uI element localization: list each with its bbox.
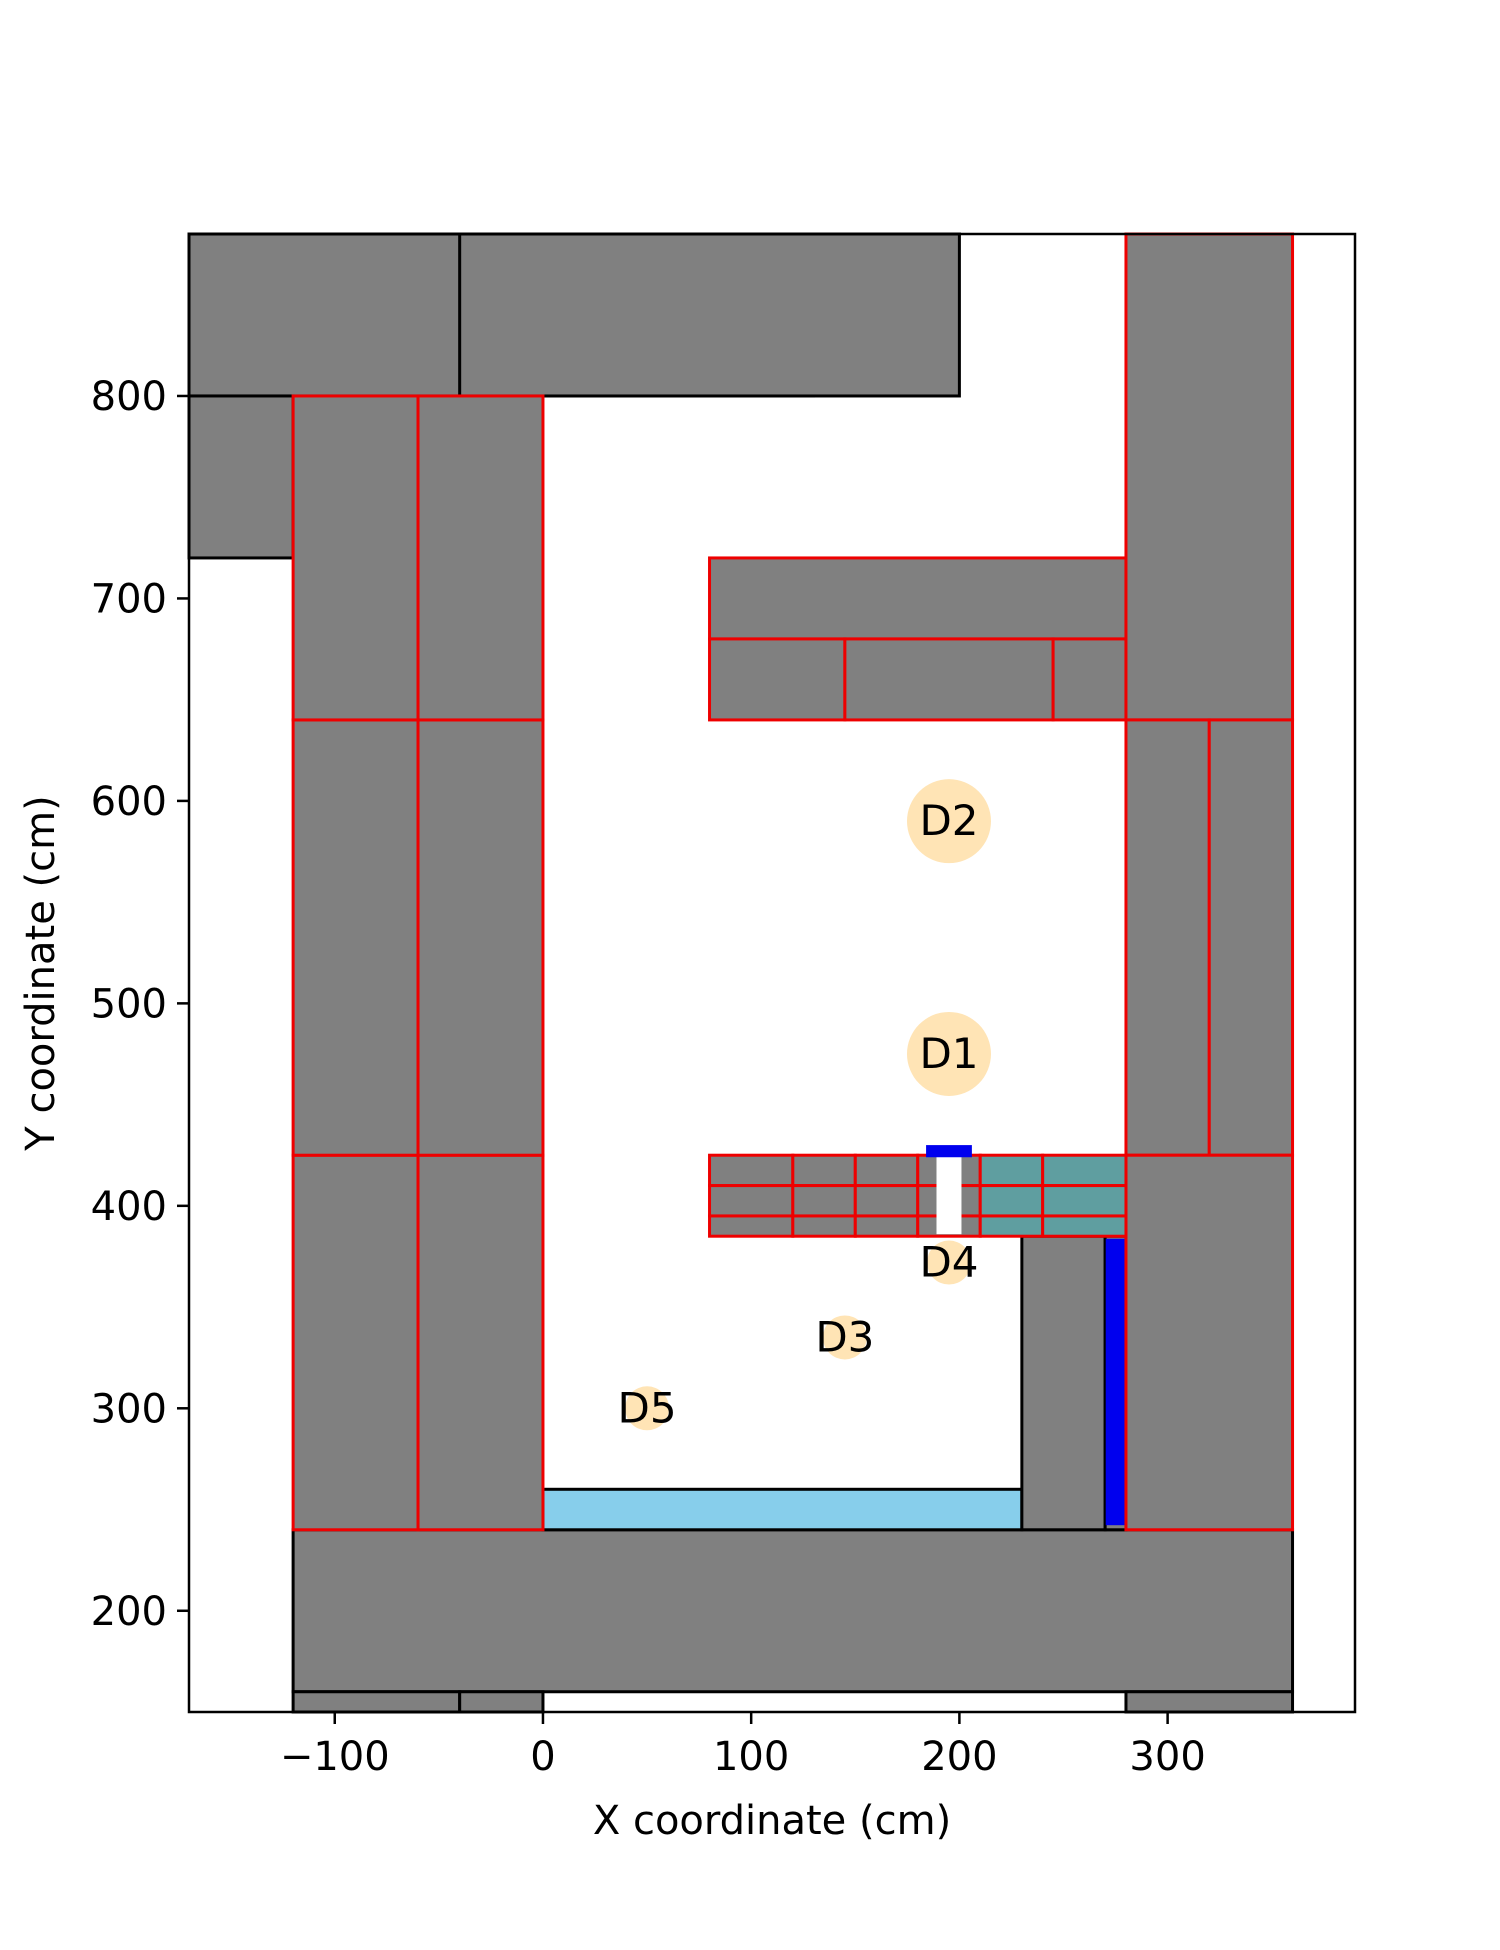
furniture-rect-32 [791,1184,857,1218]
furniture-rect-6 [1124,1690,1295,1714]
marker-d2-dot [906,779,991,864]
x-tick-label: 0 [530,1734,555,1780]
markers-layer: D1 D2 D3 D4 D5 [618,779,991,1432]
furniture-rect-44 [926,1145,972,1158]
furniture-rect-33 [853,1184,920,1218]
furniture-rect-1 [458,232,961,398]
marker-d1-label: D1 [919,1029,978,1078]
furniture-rect-14 [416,718,545,1157]
y-tick-label: 500 [91,981,167,1027]
furniture-rect-4 [291,1690,462,1714]
furniture-rect-17 [708,556,1128,641]
y-tick-label: 300 [91,1386,167,1432]
marker-d2-label: D2 [919,796,978,845]
y-tick-label: 200 [91,1589,167,1635]
marker-d4-dot [926,1240,971,1285]
furniture-rect-26 [791,1153,857,1188]
marker-d3-dot [822,1315,867,1360]
x-axis-label: X coordinate (cm) [593,1798,951,1844]
furniture-rect-3 [291,1528,1295,1694]
furniture-rect-22 [1124,718,1211,1157]
marker-d4-label: D4 [919,1238,978,1287]
furniture-rect-30 [1041,1153,1128,1188]
furniture-rect-23 [1207,718,1295,1157]
x-axis: −100 0 100 200 300 [280,1712,1206,1780]
furniture-rect-12 [416,1153,545,1532]
furniture-rect-2 [187,394,295,560]
x-tick-label: 100 [713,1734,789,1780]
furniture-rect-25 [708,1153,795,1188]
y-tick-label: 800 [91,374,167,420]
furniture-rect-42 [1041,1214,1128,1238]
furniture-rect-41 [978,1214,1045,1238]
furniture-rect-24 [1124,1153,1295,1532]
furniture-rect-10 [1105,1238,1126,1526]
furniture-rect-7 [541,1487,1024,1532]
furniture-rect-37 [708,1214,795,1238]
furniture-rect-29 [978,1153,1045,1188]
x-tick-label: 300 [1129,1734,1205,1780]
y-axis-label: Y coordinate (cm) [18,795,64,1151]
furniture-rect-8 [1020,1234,1107,1532]
furniture-rect-15 [291,394,420,722]
furniture-rect-38 [791,1214,857,1238]
furniture-layer [187,232,1295,1714]
axes-frame [187,232,1357,1714]
furniture-rect-27 [853,1153,920,1188]
y-tick-label: 400 [91,1184,167,1230]
furniture-rect-19 [843,637,1055,722]
furniture-rect-21 [1124,232,1295,722]
furniture-rect-16 [416,394,545,722]
marker-d1-dot [906,1011,991,1096]
furniture-rect-18 [708,637,847,722]
furniture-rect-39 [853,1214,920,1238]
y-tick-label: 700 [91,576,167,622]
furniture-rect-5 [458,1690,545,1714]
furniture-rect-11 [291,1153,420,1532]
marker-d5-dot [625,1386,670,1431]
furniture-rect-13 [291,718,420,1157]
furniture-rect-43 [936,1155,962,1235]
y-axis: 200 300 400 500 600 700 800 [91,374,189,1635]
x-tick-label: 200 [921,1734,997,1780]
marker-d5-label: D5 [618,1383,677,1432]
furniture-rect-20 [1051,637,1128,722]
furniture-rect-31 [708,1184,795,1218]
marker-d3-label: D3 [815,1312,874,1361]
furniture-rect-35 [978,1184,1045,1218]
y-tick-label: 600 [91,779,167,825]
x-tick-label: −100 [280,1734,390,1780]
furniture-rect-36 [1041,1184,1128,1218]
